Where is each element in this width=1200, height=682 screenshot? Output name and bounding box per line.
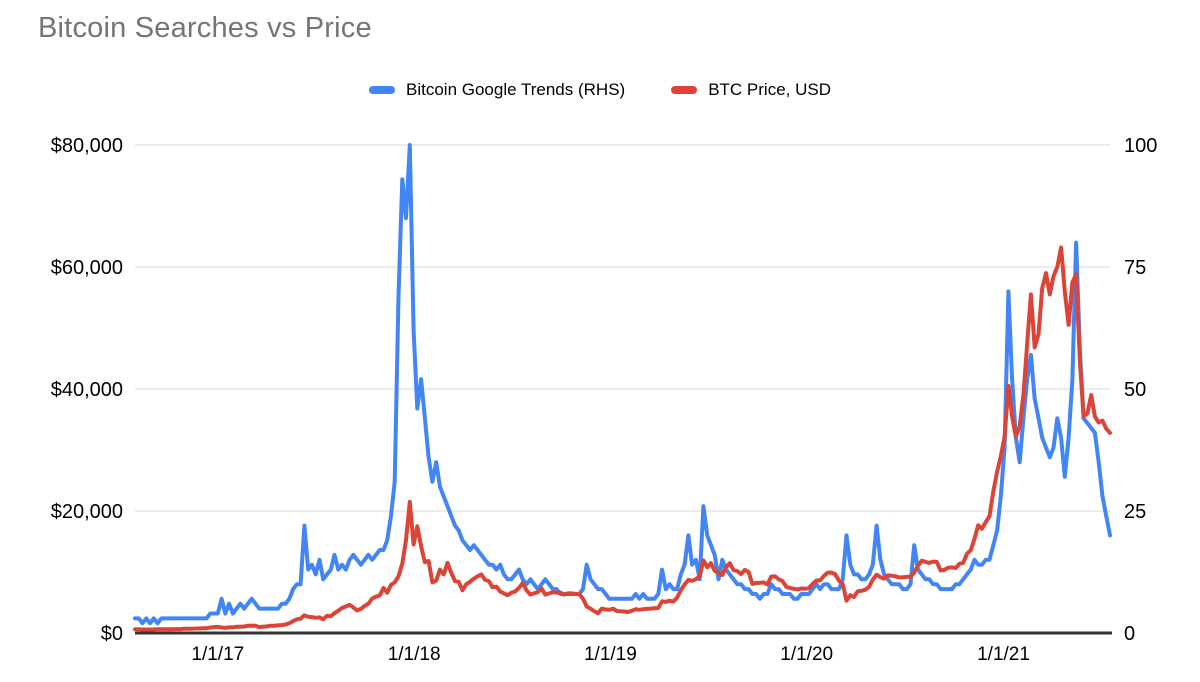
x-axis-tick-label: 1/1/19 bbox=[584, 644, 637, 665]
trends-series-line bbox=[133, 143, 1112, 626]
left-axis-tick-label: $60,000 bbox=[51, 257, 123, 279]
left-axis-tick-label: $40,000 bbox=[51, 379, 123, 401]
legend-label-trends: Bitcoin Google Trends (RHS) bbox=[406, 80, 626, 99]
legend-label-price: BTC Price, USD bbox=[708, 80, 831, 99]
right-axis-tick-label: 75 bbox=[1124, 257, 1146, 279]
right-axis-tick-label: 25 bbox=[1124, 501, 1146, 523]
chart-title: Bitcoin Searches vs Price bbox=[38, 12, 372, 44]
left-axis-tick-label: $20,000 bbox=[51, 501, 123, 523]
left-axis-tick-label: $80,000 bbox=[51, 135, 123, 157]
x-axis-tick-label: 1/1/21 bbox=[977, 644, 1030, 665]
x-axis-tick-label: 1/1/17 bbox=[191, 644, 244, 665]
right-axis-tick-label: 100 bbox=[1124, 135, 1157, 157]
right-axis-tick-label: 50 bbox=[1124, 379, 1146, 401]
left-axis-tick-label: $0 bbox=[101, 623, 123, 645]
legend-item-trends: Bitcoin Google Trends (RHS) bbox=[369, 80, 625, 100]
trends-series-swatch bbox=[369, 86, 395, 94]
chart-legend: Bitcoin Google Trends (RHS) BTC Price, U… bbox=[0, 80, 1200, 100]
x-axis-tick-label: 1/1/20 bbox=[780, 644, 833, 665]
price-series-swatch bbox=[671, 86, 698, 94]
legend-item-price: BTC Price, USD bbox=[671, 80, 831, 100]
x-axis-tick-label: 1/1/18 bbox=[388, 644, 441, 665]
price-series-line bbox=[133, 245, 1112, 632]
right-axis-tick-label: 0 bbox=[1124, 623, 1135, 645]
